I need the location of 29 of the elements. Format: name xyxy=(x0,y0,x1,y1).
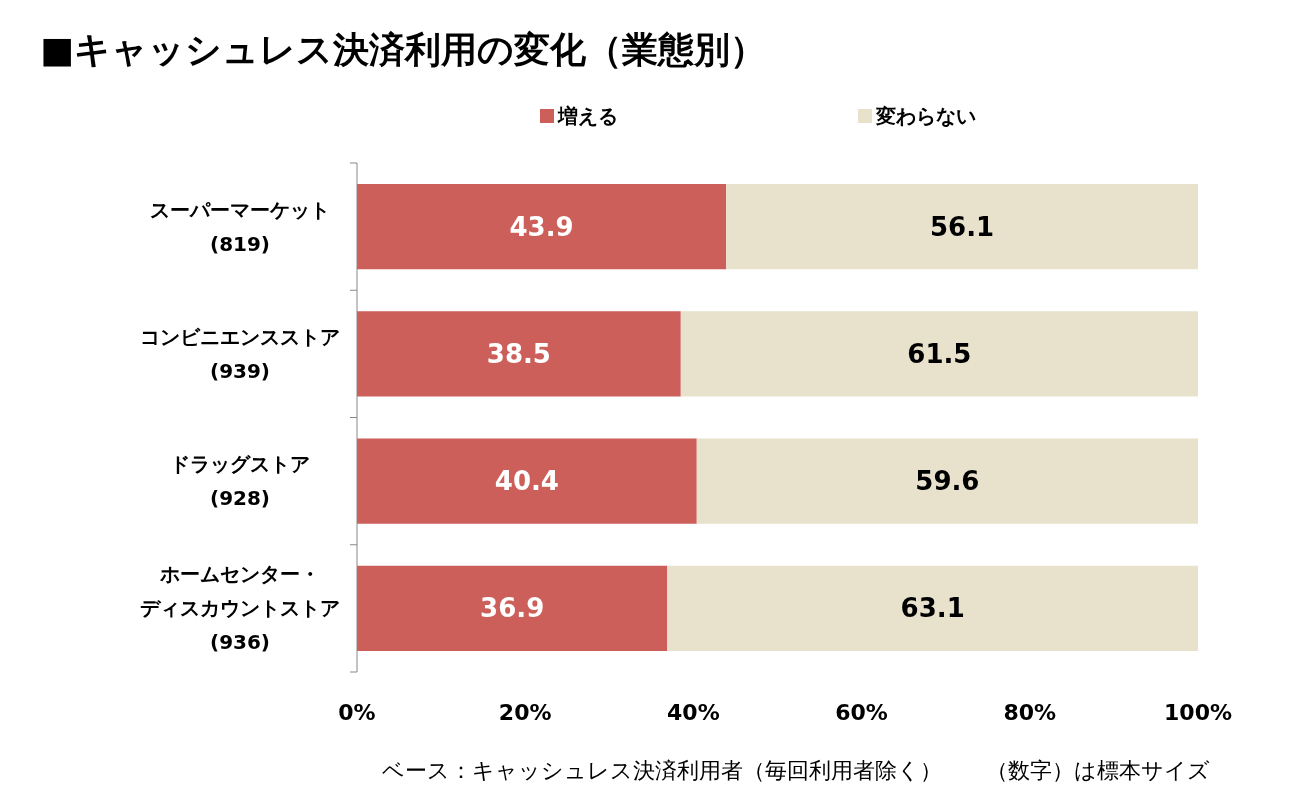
x-tick-label: 80% xyxy=(1003,700,1057,725)
bar xyxy=(726,184,1198,270)
bar xyxy=(696,438,1198,524)
y-tick-label: スーパーマーケット(819) xyxy=(150,197,330,256)
text: ベース：キャッシュレス決済利用者（毎回利用者除く） （数字）は標本サイズ xyxy=(382,758,1210,783)
data-label: 40.4 xyxy=(494,466,559,497)
chart-title: ■キャッシュレス決済利用の変化（業態別） xyxy=(40,29,767,70)
data-label: 61.5 xyxy=(907,338,972,369)
bar xyxy=(357,184,727,270)
data-label: 38.5 xyxy=(486,338,551,369)
data-label: 63.1 xyxy=(900,593,965,624)
y-tick-label: ドラッグストア(928) xyxy=(170,452,310,511)
data-label: 36.9 xyxy=(480,593,545,624)
bar xyxy=(357,438,697,524)
x-tick-label: 60% xyxy=(835,700,888,725)
data-label: 56.1 xyxy=(930,211,995,242)
bar xyxy=(667,565,1198,651)
legend-label: 増える xyxy=(557,104,618,128)
data-label: 43.9 xyxy=(509,211,574,242)
x-tick-label: 100% xyxy=(1164,700,1232,725)
x-tick-label: 40% xyxy=(667,700,720,725)
y-tick-label: コンビニエンスストア(939) xyxy=(140,324,340,383)
y-tick-label: ホームセンター・ディスカウントストア(936) xyxy=(140,562,340,655)
bar xyxy=(357,311,681,397)
bar xyxy=(680,311,1198,397)
bar xyxy=(357,565,668,651)
x-tick-label: 0% xyxy=(338,700,376,725)
x-tick-label: 20% xyxy=(498,700,552,725)
data-label: 59.6 xyxy=(915,466,980,497)
